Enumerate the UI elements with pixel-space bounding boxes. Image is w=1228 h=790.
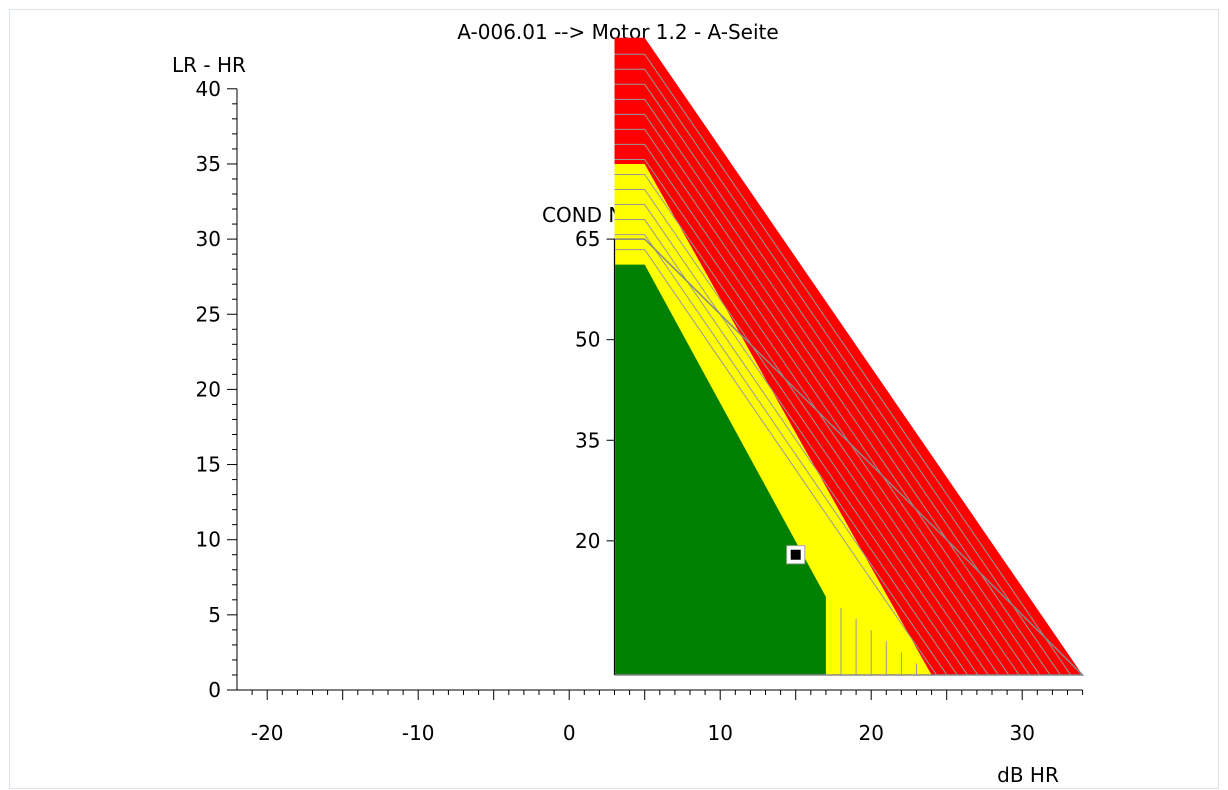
x-tick-label: -10 (402, 721, 435, 745)
measurement-marker (790, 549, 801, 560)
y-tick-label: 15 (196, 453, 221, 477)
measurement-marker-layer (786, 545, 806, 565)
condition-zones (614, 37, 1083, 675)
band-line (614, 98, 1041, 676)
y-axis-label: LR - HR (172, 53, 246, 77)
band-line (614, 83, 1051, 676)
y-tick-label: 20 (196, 377, 221, 401)
y-tick-label: 5 (208, 603, 221, 627)
band-line (614, 189, 979, 676)
band-line (614, 128, 1020, 676)
cond-tick-label: 50 (575, 328, 600, 352)
y-tick-label: 10 (196, 528, 221, 552)
green-zone (614, 264, 826, 675)
y-tick-label: 0 (208, 678, 221, 702)
chart-frame: A-006.01 --> Motor 1.2 - A-Seite LR - HR… (9, 9, 1219, 789)
band-line (614, 158, 999, 676)
band-line (614, 113, 1030, 676)
band-line (614, 53, 1072, 676)
band-line (614, 143, 1010, 676)
x-axis-label: dB HR (997, 763, 1059, 787)
band-line (614, 219, 958, 676)
x-tick-label: 0 (563, 721, 576, 745)
y-tick-label: 35 (196, 152, 221, 176)
chart-axes: 0 5 10 15 20 25 30 35 40 -20 -10 0 10 20 30 20 35 50 65 (196, 77, 1084, 745)
x-tick-label: 30 (1009, 721, 1034, 745)
y-tick-label: 30 (196, 227, 221, 251)
x-tick-label: -20 (251, 721, 284, 745)
band-line (614, 249, 938, 676)
x-tick-label: 20 (858, 721, 883, 745)
cond-tick-label: 35 (575, 428, 600, 452)
band-line (614, 204, 968, 676)
y-tick-label: 40 (196, 77, 221, 101)
cond-tick-label: 65 (575, 227, 600, 251)
band-line (614, 68, 1061, 676)
band-line (614, 234, 948, 676)
cond-tick-label: 20 (575, 529, 600, 553)
x-tick-label: 10 (707, 721, 732, 745)
condition-chart: A-006.01 --> Motor 1.2 - A-Seite LR - HR… (172, 20, 1085, 787)
y-tick-label: 25 (196, 302, 221, 326)
band-line (614, 173, 989, 676)
